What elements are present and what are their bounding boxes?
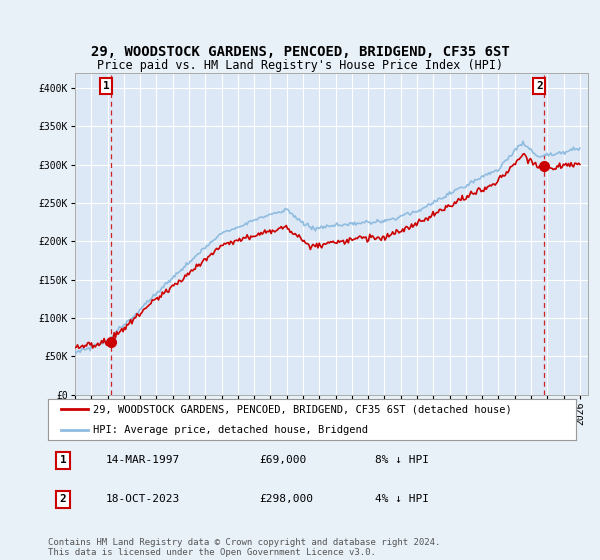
Text: 29, WOODSTOCK GARDENS, PENCOED, BRIDGEND, CF35 6ST (detached house): 29, WOODSTOCK GARDENS, PENCOED, BRIDGEND… xyxy=(93,404,512,414)
Text: £298,000: £298,000 xyxy=(259,494,313,504)
Text: 18-OCT-2023: 18-OCT-2023 xyxy=(106,494,181,504)
Text: 2: 2 xyxy=(536,81,542,91)
Text: HPI: Average price, detached house, Bridgend: HPI: Average price, detached house, Brid… xyxy=(93,424,368,435)
Text: Price paid vs. HM Land Registry's House Price Index (HPI): Price paid vs. HM Land Registry's House … xyxy=(97,59,503,72)
Text: £69,000: £69,000 xyxy=(259,455,307,465)
Text: Contains HM Land Registry data © Crown copyright and database right 2024.
This d: Contains HM Land Registry data © Crown c… xyxy=(48,538,440,557)
Text: 8% ↓ HPI: 8% ↓ HPI xyxy=(376,455,430,465)
Text: 1: 1 xyxy=(103,81,109,91)
Text: 29, WOODSTOCK GARDENS, PENCOED, BRIDGEND, CF35 6ST: 29, WOODSTOCK GARDENS, PENCOED, BRIDGEND… xyxy=(91,45,509,59)
Text: 2: 2 xyxy=(59,494,67,504)
Text: 4% ↓ HPI: 4% ↓ HPI xyxy=(376,494,430,504)
Text: 14-MAR-1997: 14-MAR-1997 xyxy=(106,455,181,465)
Text: 1: 1 xyxy=(59,455,67,465)
